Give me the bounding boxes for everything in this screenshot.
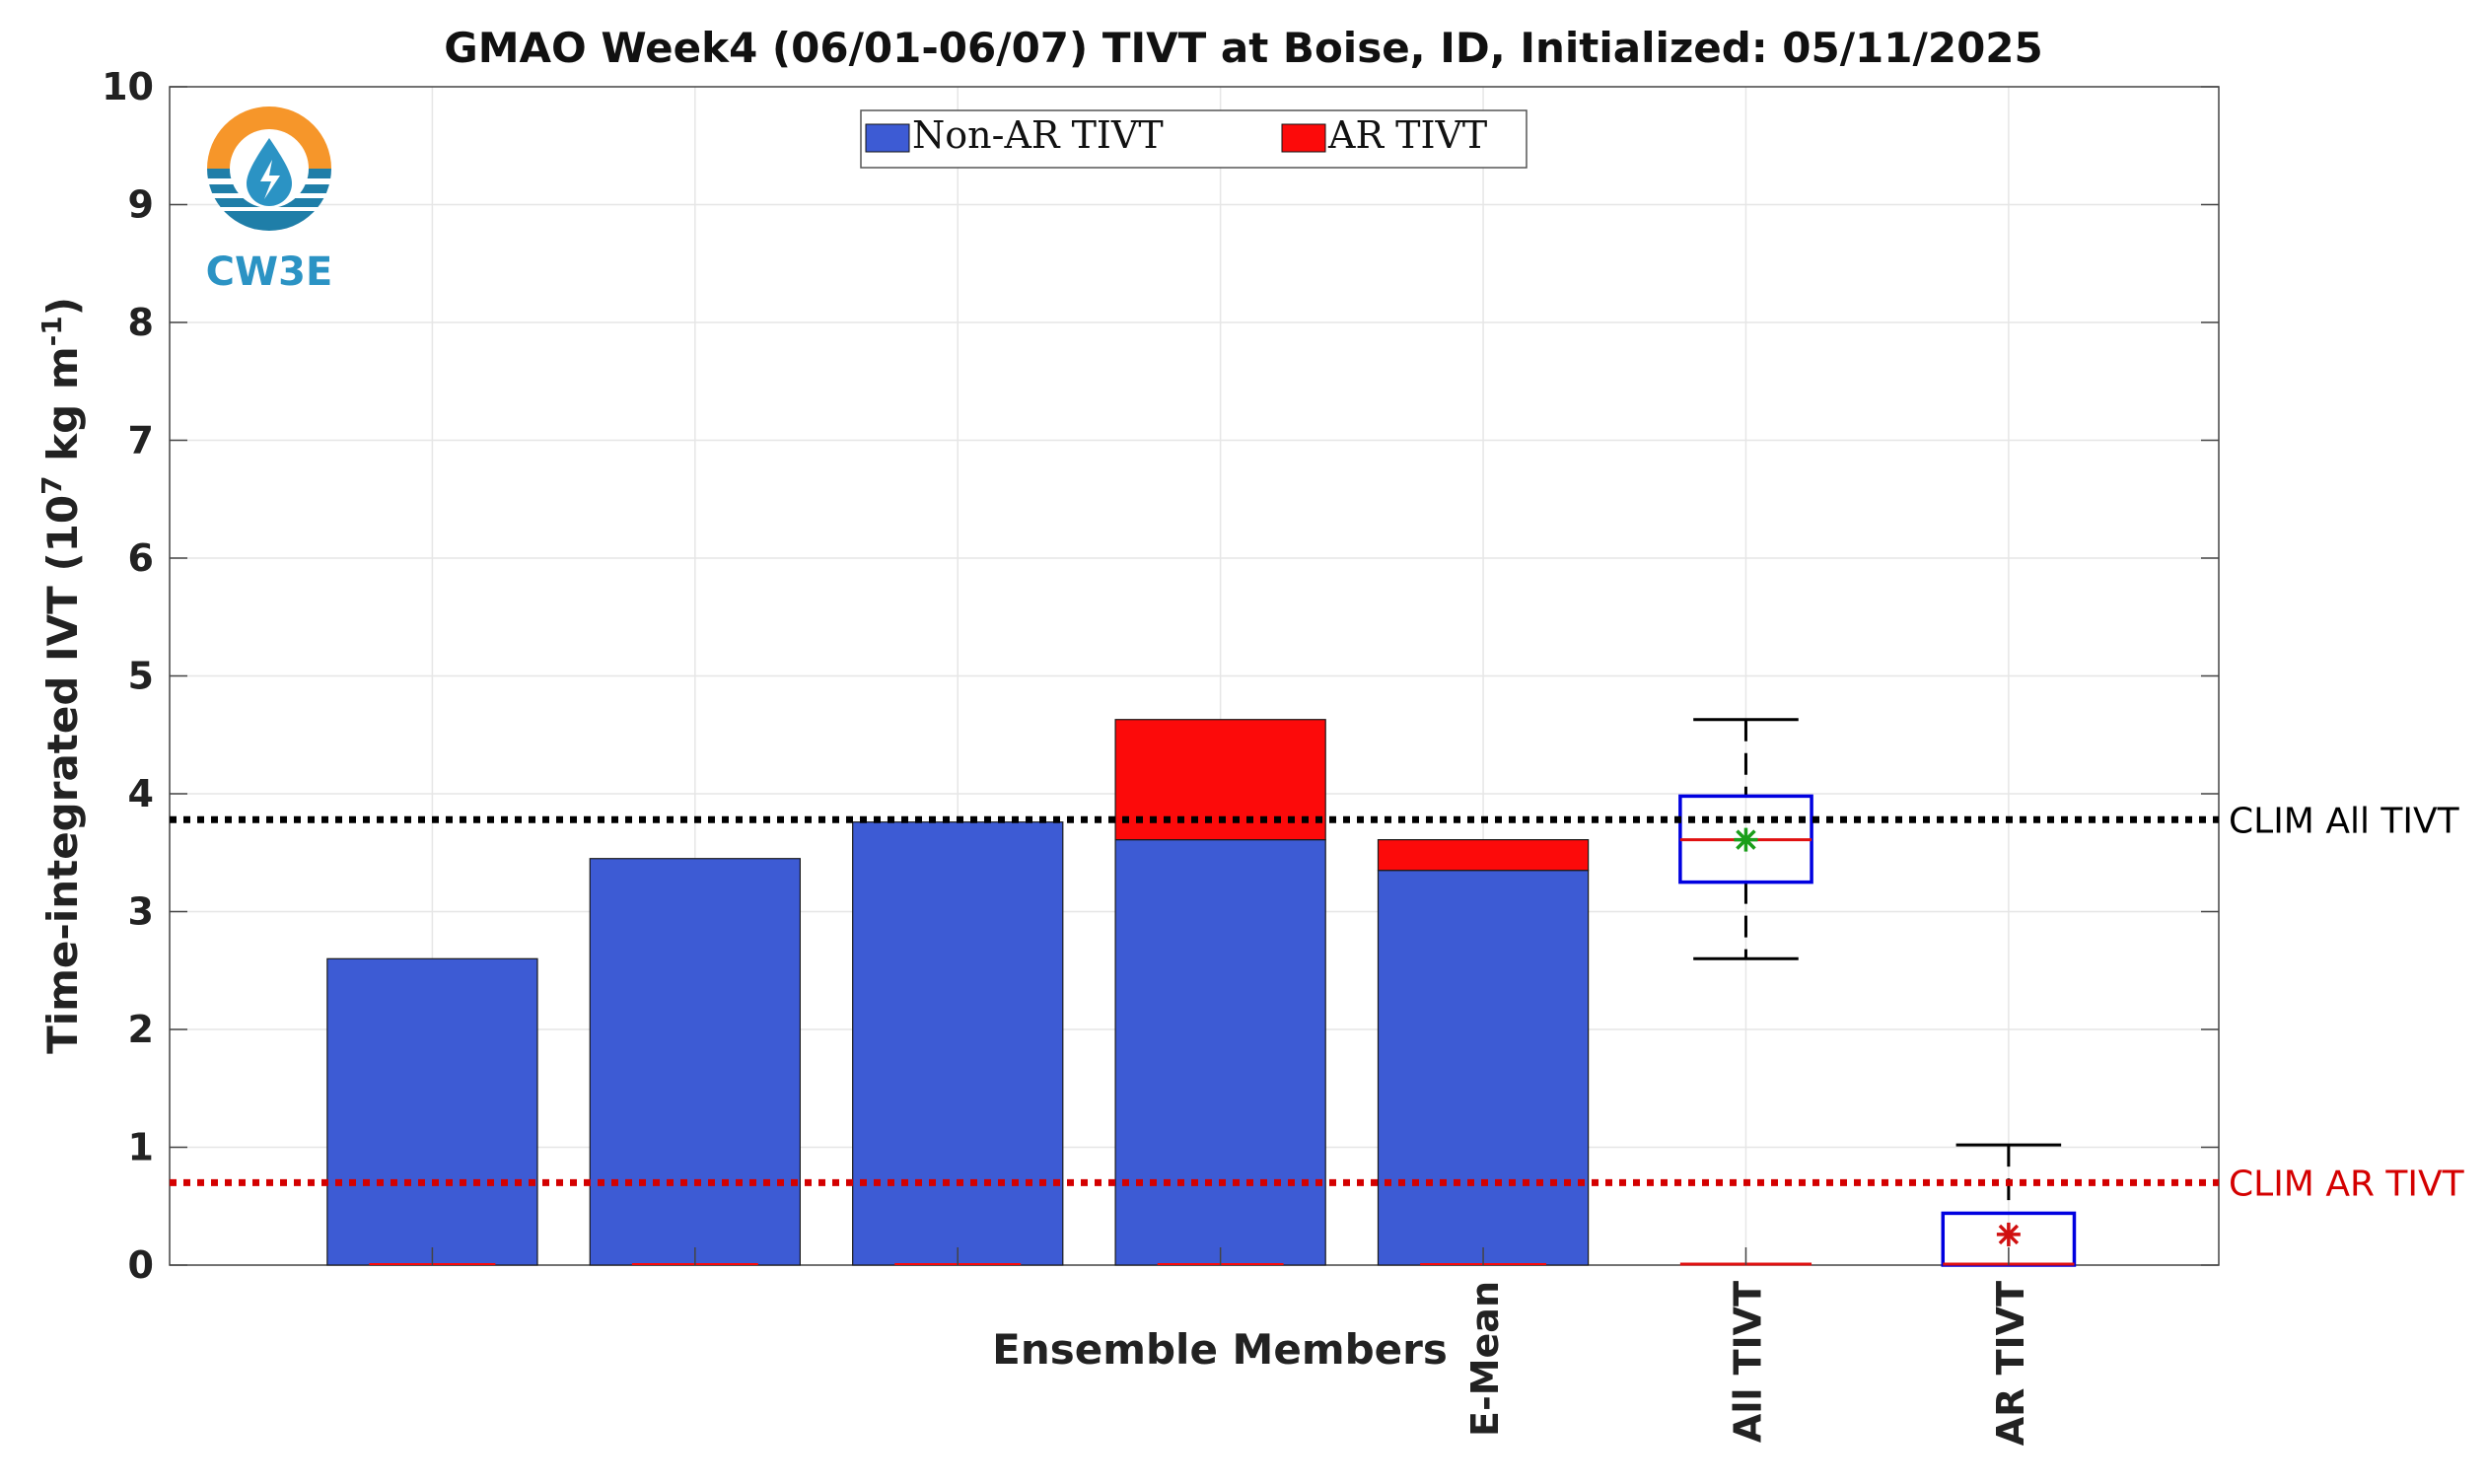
chart-title: GMAO Week4 (06/01-06/07) TIVT at Boise, …	[444, 24, 2043, 72]
reference-line-label: CLIM AR TIVT	[2229, 1164, 2465, 1204]
y-tick-label: 2	[128, 1008, 154, 1051]
x-axis-ticks: E-Mean All TIVT AR TIVT	[431, 1247, 2032, 1446]
cw3e-logo-icon	[207, 106, 331, 231]
cw3e-logo-text: CW3E	[206, 249, 333, 295]
bar-ar	[1377, 839, 1590, 872]
x-tick-label: All TIVT	[1726, 1281, 1769, 1443]
legend-box	[860, 109, 1528, 169]
y-tick-label: 0	[128, 1243, 154, 1287]
y-tick-label: 10	[102, 65, 154, 108]
bar-non-ar	[589, 858, 801, 1266]
y-tick-label: 9	[128, 183, 154, 227]
mean-marker-d2	[1736, 829, 1756, 850]
legend-swatch-ar	[1281, 123, 1326, 153]
y-tick-label: 3	[128, 890, 154, 934]
bar-non-ar	[1377, 870, 1590, 1266]
legend-label-non-ar: Non-AR TIVT	[912, 113, 1164, 157]
mean-marker	[1996, 1222, 2021, 1246]
bar-non-ar	[326, 957, 538, 1266]
y-axis-title: Time-integrated IVT (107 kg m-1)	[36, 297, 87, 1054]
cw3e-logo: CW3E	[206, 106, 333, 295]
legend: Non-AR TIVT AR TIVT	[860, 109, 1528, 169]
reference-lines: CLIM All TIVT CLIM AR TIVT	[170, 801, 2465, 1204]
reference-line-label: CLIM All TIVT	[2229, 801, 2460, 841]
y-tick-label: 1	[128, 1126, 154, 1169]
x-tick-label: AR TIVT	[1989, 1281, 2032, 1446]
bar-non-ar	[1114, 839, 1326, 1266]
x-tick-label: E-Mean	[1463, 1281, 1507, 1437]
boxplots	[1678, 718, 2077, 1267]
y-tick-label: 4	[128, 772, 154, 815]
bars	[326, 719, 1590, 1266]
mean-marker	[1734, 827, 1758, 852]
bar-non-ar	[852, 821, 1064, 1266]
y-tick-label: 6	[128, 536, 154, 580]
y-tick-label: 7	[128, 419, 154, 462]
y-axis-ticks: 0 1 2 3 4 5 6 7 8 9 10	[102, 65, 2219, 1287]
y-tick-label: 8	[128, 301, 154, 344]
boxplot-all-tivt	[1678, 718, 1813, 960]
y-tick-label: 5	[128, 655, 154, 698]
x-axis-title: Ensemble Members	[992, 1325, 1448, 1374]
mean-marker-d2	[1998, 1224, 2020, 1245]
legend-label-ar: AR TIVT	[1327, 113, 1487, 157]
legend-swatch-non-ar	[865, 123, 910, 153]
